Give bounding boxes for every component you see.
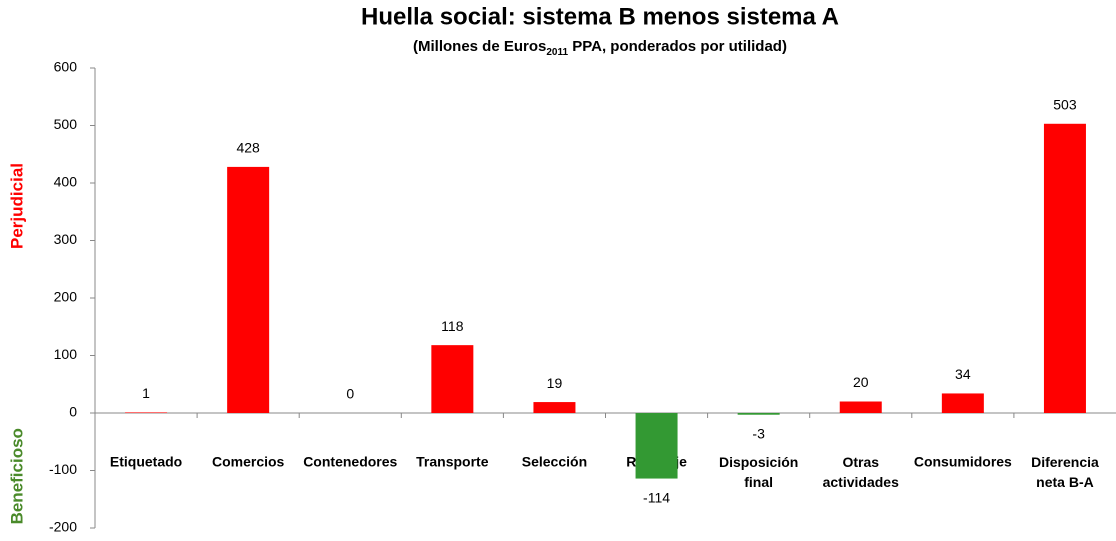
value-label: 19 bbox=[547, 375, 563, 391]
y-tick-label: 300 bbox=[54, 231, 78, 247]
y-axis-label: Perjudicial bbox=[7, 163, 26, 249]
y-tick-label: 600 bbox=[54, 59, 78, 75]
value-label: 0 bbox=[346, 386, 354, 402]
bar bbox=[431, 345, 474, 413]
y-tick-label: 100 bbox=[54, 346, 78, 362]
chart-title: Huella social: sistema B menos sistema A bbox=[361, 3, 839, 30]
x-tick-label: Consumidores bbox=[914, 454, 1012, 470]
subtitle-part: 2011 bbox=[546, 47, 568, 58]
x-tick-label: Selección bbox=[522, 454, 587, 470]
x-tick-label: Etiquetado bbox=[110, 454, 182, 470]
subtitle-part: PPA, ponderados por utilidad) bbox=[568, 38, 787, 55]
value-label: 34 bbox=[955, 366, 971, 382]
bar bbox=[941, 393, 984, 413]
x-tick-label: Disposición final bbox=[719, 454, 798, 490]
value-label: 118 bbox=[441, 318, 464, 334]
y-tick-label: 0 bbox=[69, 404, 77, 420]
y-tick-label: 200 bbox=[54, 289, 78, 305]
subtitle-part: (Millones de Euros bbox=[413, 38, 546, 55]
bar bbox=[839, 401, 882, 413]
chart-subtitle: (Millones de Euros2011 PPA, ponderados p… bbox=[413, 38, 787, 58]
y-axis-label: Beneficioso bbox=[7, 428, 26, 524]
x-tick-label: Diferencia neta B-A bbox=[1031, 454, 1099, 490]
value-label: -114 bbox=[643, 489, 670, 505]
x-tick-label: Contenedores bbox=[303, 454, 397, 470]
x-tick-label: Otras actividades bbox=[823, 454, 899, 490]
bar bbox=[125, 412, 168, 413]
bar bbox=[533, 402, 576, 413]
y-tick-label: 500 bbox=[54, 116, 78, 132]
y-tick-label: -100 bbox=[49, 461, 77, 477]
value-label: 20 bbox=[853, 374, 869, 390]
value-label: 428 bbox=[236, 140, 260, 156]
bar bbox=[737, 413, 780, 415]
y-tick-label: 400 bbox=[54, 174, 78, 190]
y-tick-label: -200 bbox=[49, 519, 77, 535]
value-label: 1 bbox=[142, 385, 150, 401]
bar bbox=[227, 166, 270, 413]
bar bbox=[635, 413, 678, 479]
value-label: 503 bbox=[1053, 96, 1077, 112]
value-label: -3 bbox=[752, 425, 765, 441]
x-tick-label: Transporte bbox=[416, 454, 489, 470]
bar bbox=[1043, 123, 1086, 414]
x-tick-label: Comercios bbox=[212, 454, 285, 470]
